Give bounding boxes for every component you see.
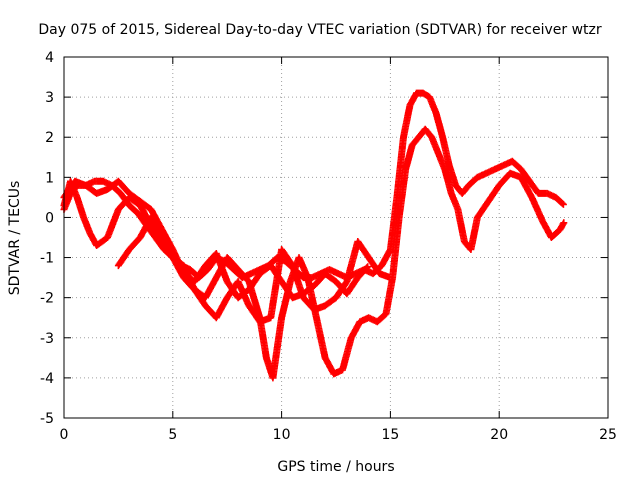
data-point-marker bbox=[558, 199, 566, 207]
y-tick-label: -5 bbox=[40, 411, 54, 427]
y-tick-label: -4 bbox=[40, 371, 54, 387]
y-tick-label: 4 bbox=[45, 50, 54, 66]
y-tick-label: 0 bbox=[45, 210, 54, 226]
x-axis-label: GPS time / hours bbox=[277, 459, 394, 475]
data-point-marker bbox=[559, 200, 567, 208]
axis-ticks: 0 5 10 15 20 25 -5 -4 -3 -2 -1 0 1 2 3 4 bbox=[40, 50, 617, 443]
plot-markers bbox=[60, 89, 568, 382]
chart-title: Day 075 of 2015, Sidereal Day-to-day VTE… bbox=[38, 22, 602, 38]
y-tick-label: -3 bbox=[40, 331, 54, 347]
x-tick-label: 25 bbox=[599, 427, 617, 443]
x-tick-label: 0 bbox=[60, 427, 69, 443]
x-tick-label: 15 bbox=[381, 427, 399, 443]
y-axis-label: SDTVAR / TECUs bbox=[7, 181, 23, 296]
y-tick-label: -2 bbox=[40, 291, 54, 307]
y-tick-label: -1 bbox=[40, 251, 54, 267]
data-point-marker bbox=[385, 273, 393, 281]
data-point-marker bbox=[560, 219, 568, 227]
y-tick-label: 3 bbox=[45, 90, 54, 106]
x-tick-label: 5 bbox=[168, 427, 177, 443]
y-tick-label: 1 bbox=[45, 170, 54, 186]
plot-frame bbox=[63, 56, 609, 419]
data-point-marker bbox=[363, 264, 371, 272]
x-tick-label: 20 bbox=[490, 427, 508, 443]
y-tick-label: 2 bbox=[45, 130, 54, 146]
data-point-marker bbox=[364, 263, 372, 271]
x-tick-label: 10 bbox=[273, 427, 291, 443]
